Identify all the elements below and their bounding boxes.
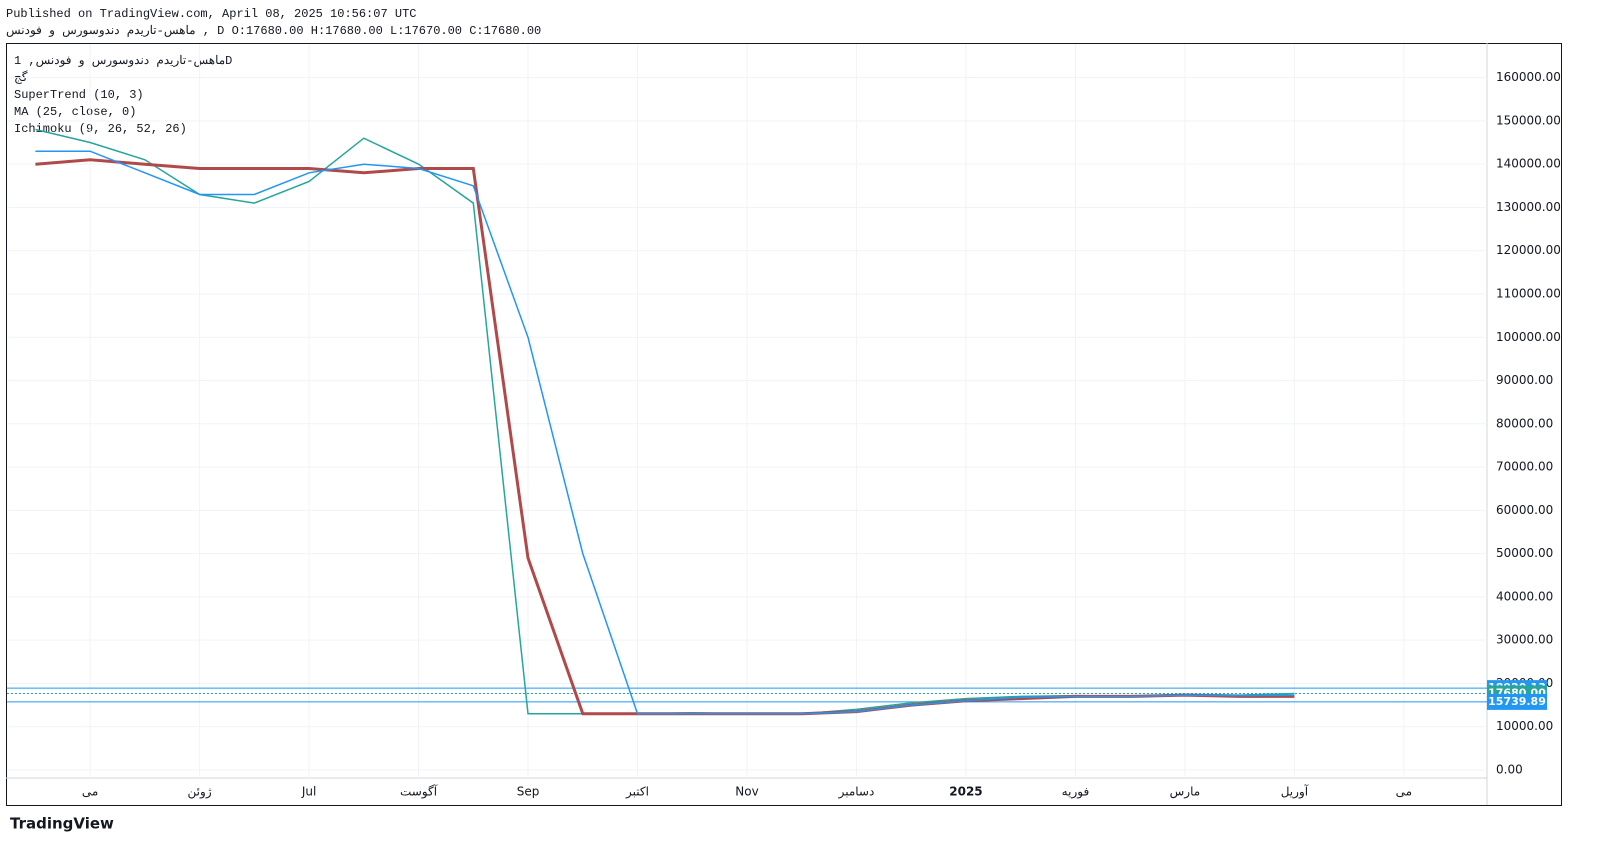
- ohlc: ماهس-تاریدم دندوسورس و فودنس , D O:17680…: [6, 24, 541, 38]
- legend-item: MA (25, close, 0): [14, 105, 136, 119]
- x-tick-label: دسامبر: [838, 785, 875, 800]
- frame: [6, 43, 1562, 806]
- y-tick-label: 10000.00: [1496, 719, 1553, 733]
- published: Published on TradingView.com, April 08, …: [6, 7, 416, 21]
- y-tick-label: 120000.00: [1496, 243, 1561, 257]
- legend-symbol: ماهس-تاریدم دندوسورس و فودنس, 1D: [14, 54, 232, 68]
- y-tick-label: 70000.00: [1496, 460, 1553, 474]
- y-tick-label: 90000.00: [1496, 373, 1553, 387]
- x-tick-label: ژوئن: [188, 785, 212, 800]
- y-tick-label: 50000.00: [1496, 546, 1553, 560]
- y-tick-label: 30000.00: [1496, 633, 1553, 647]
- price-tag-label: 15739.89: [1488, 695, 1546, 708]
- y-tick-label: 100000.00: [1496, 330, 1561, 344]
- series-line: [35, 150, 1295, 715]
- series-line: [35, 158, 1295, 716]
- x-tick-label: فوریه: [1062, 785, 1090, 800]
- series-line: [35, 128, 1295, 715]
- y-tick-label: 130000.00: [1496, 200, 1561, 214]
- x-tick-label: Nov: [735, 785, 758, 799]
- y-tick-label: 60000.00: [1496, 503, 1553, 517]
- brand: TradingView: [10, 815, 114, 833]
- x-tick-label: مارس: [1170, 785, 1201, 800]
- x-tick-label: 2025: [949, 785, 982, 799]
- y-tick-label: 40000.00: [1496, 589, 1553, 603]
- x-tick-label: آوریل: [1281, 784, 1309, 800]
- x-tick-label: Sep: [517, 785, 540, 799]
- y-tick-label: 0.00: [1496, 762, 1523, 776]
- y-tick-label: 160000.00: [1496, 70, 1561, 84]
- y-tick-label: 150000.00: [1496, 113, 1561, 127]
- legend-item: Ichimoku (9, 26, 52, 26): [14, 122, 187, 136]
- y-tick-label: 80000.00: [1496, 416, 1553, 430]
- legend-item: SuperTrend (10, 3): [14, 88, 144, 102]
- x-tick-label: می: [1396, 785, 1412, 799]
- x-tick-label: Jul: [301, 785, 316, 799]
- price-tag: [1487, 693, 1547, 710]
- x-tick-label: می: [82, 785, 98, 799]
- x-tick-label: آگوست: [400, 784, 438, 800]
- x-tick-label: اکتبر: [625, 785, 649, 800]
- y-tick-label: 140000.00: [1496, 157, 1561, 171]
- y-tick-label: 110000.00: [1496, 286, 1561, 300]
